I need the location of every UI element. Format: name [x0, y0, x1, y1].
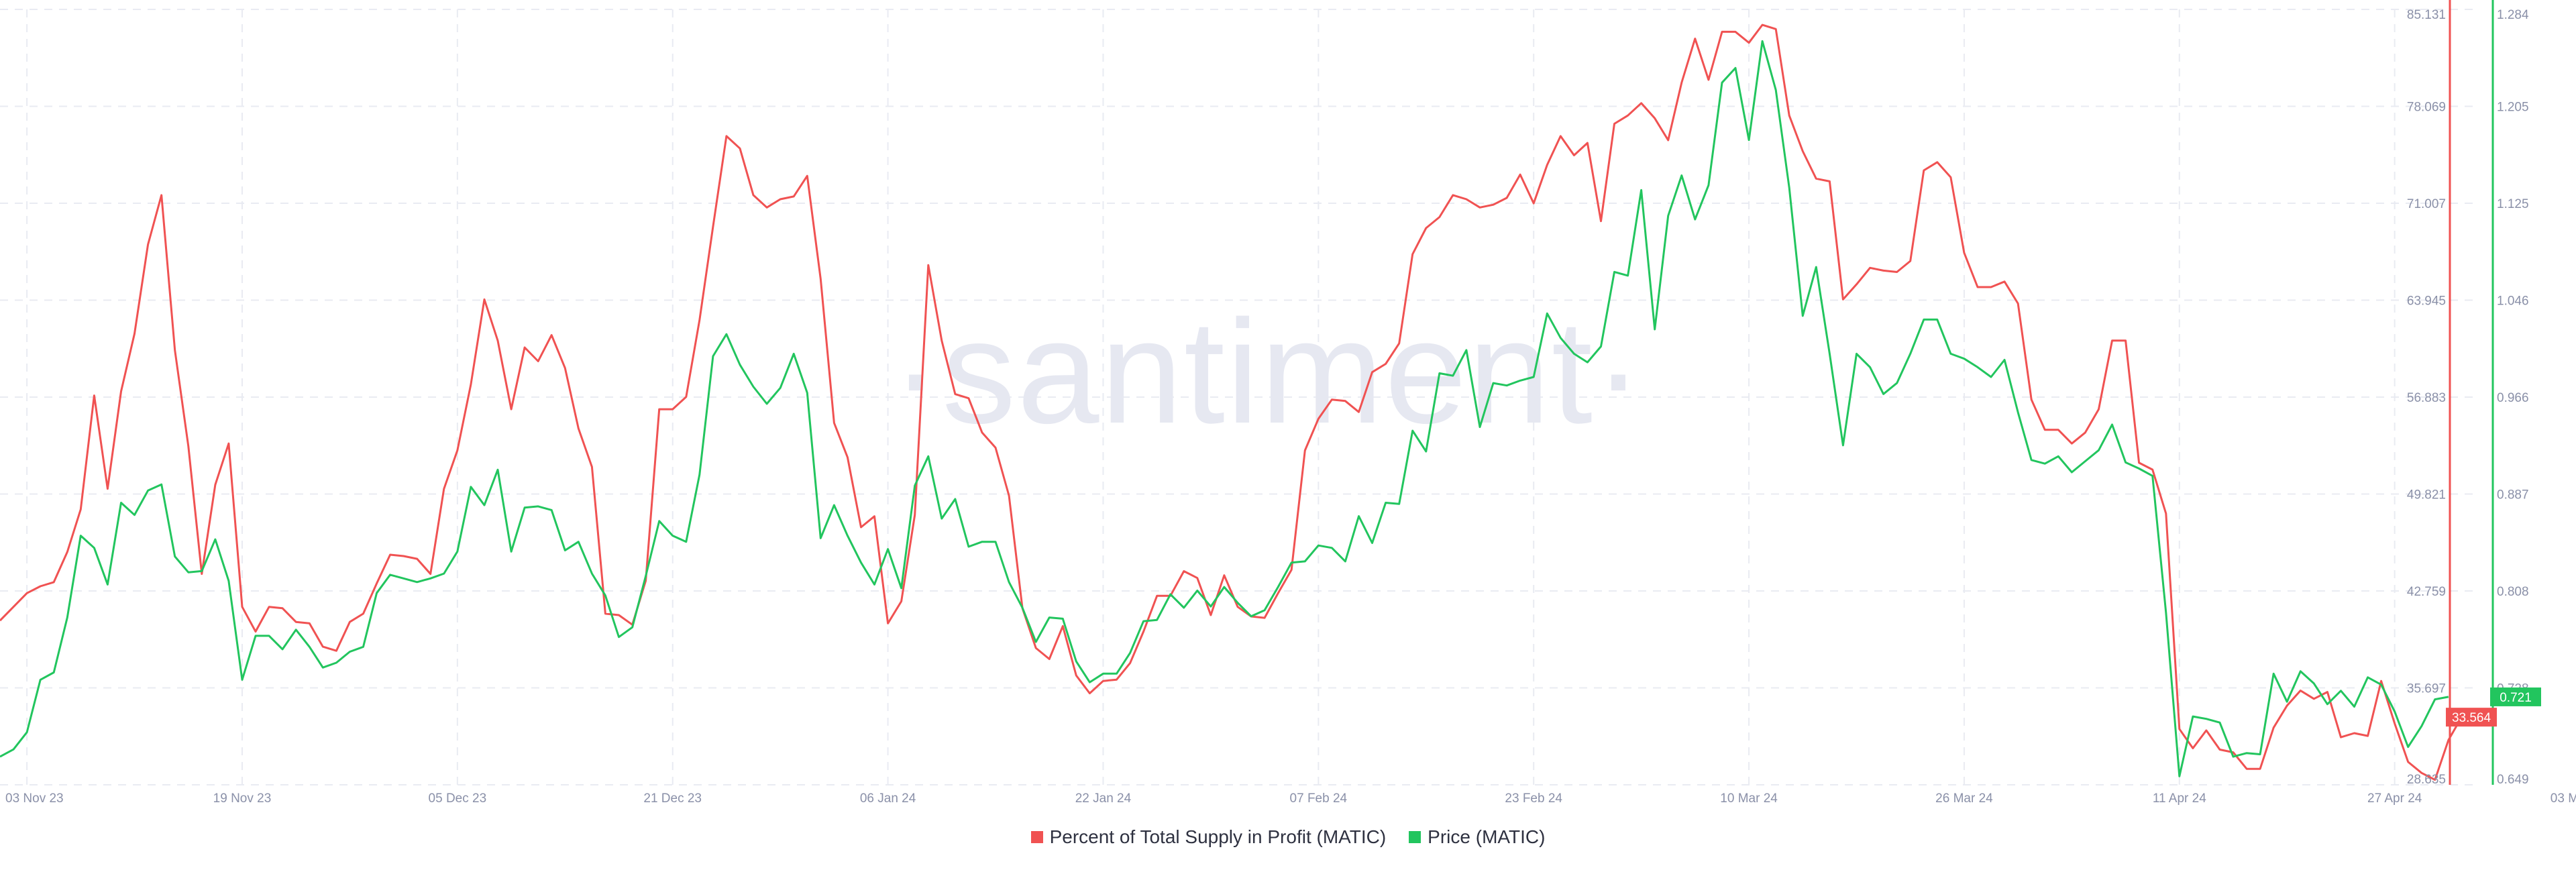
x-tick-label: 03 Nov 23 [5, 792, 64, 806]
right-tick-label: 0.887 [2497, 488, 2529, 502]
x-tick-label: 26 Mar 24 [1935, 792, 1993, 806]
watermark: ·santiment· [892, 289, 1644, 454]
legend-label-price: Price (MATIC) [1428, 826, 1546, 847]
right-tick-label: 1.125 [2497, 197, 2529, 211]
left-tick-label: 63.945 [2407, 294, 2446, 309]
series-layer [0, 23, 2463, 781]
left-axis-ticks: 85.131 78.069 71.007 63.945 56.883 49.821 42.7… [2407, 8, 2446, 787]
legend-label-profit: Percent of Total Supply in Profit (MATIC… [1049, 826, 1387, 847]
legend-item-price[interactable]: Price (MATIC) [1409, 826, 1545, 848]
x-tick-label: 22 Jan 24 [1075, 792, 1132, 806]
right-tick-label: 0.649 [2497, 773, 2529, 787]
right-axis-ticks: 1.2841.2051.1251.0460.9660.8870.8080.728… [2497, 8, 2529, 787]
x-tick-label: 06 Jan 24 [860, 792, 916, 806]
left-tick-label: 85.131 [2407, 8, 2446, 22]
series-line-profit [0, 23, 2463, 781]
left-tick-label: 35.697 [2407, 682, 2446, 696]
legend-swatch-profit [1030, 831, 1043, 843]
x-tick-label: 11 Apr 24 [2153, 792, 2206, 806]
left-tick-label: 49.821 [2407, 488, 2446, 502]
x-tick-label: 19 Nov 23 [213, 792, 272, 806]
left-tick-label: 28.635 [2407, 773, 2446, 787]
x-tick-label: 10 Mar 24 [1720, 792, 1778, 806]
x-axis-ticks: 03 Nov 23 19 Nov 23 05 Dec 23 21 Dec 23 06 J… [5, 792, 2576, 806]
x-tick-label: 27 Apr 24 [2367, 792, 2422, 806]
left-tick-label: 56.883 [2407, 391, 2446, 405]
profit-last-value-badge: 33.564 [2446, 708, 2497, 727]
x-tick-label: 05 Dec 23 [429, 792, 487, 806]
right-tick-label: 0.808 [2497, 585, 2529, 599]
x-tick-label: 07 Feb 24 [1290, 792, 1348, 806]
left-tick-label: 78.069 [2407, 101, 2446, 115]
profit-last-value: 33.564 [2452, 711, 2491, 725]
legend-swatch-price [1409, 831, 1421, 843]
grid-lines [0, 9, 2475, 785]
x-tick-label: 03 May 24 [2551, 792, 2576, 806]
chart-legend: Percent of Total Supply in Profit (MATIC… [0, 826, 2576, 848]
x-tick-label: 23 Feb 24 [1505, 792, 1562, 806]
price-last-value: 0.721 [2500, 691, 2532, 705]
price-last-value-badge: 0.721 [2490, 687, 2541, 706]
right-tick-label: 1.046 [2497, 294, 2529, 309]
legend-item-profit[interactable]: Percent of Total Supply in Profit (MATIC… [1030, 826, 1387, 848]
right-tick-label: 1.205 [2497, 101, 2529, 115]
x-tick-label: 21 Dec 23 [643, 792, 702, 806]
series-line-price [0, 40, 2449, 777]
right-tick-label: 0.966 [2497, 391, 2529, 405]
left-tick-label: 71.007 [2407, 197, 2446, 211]
right-tick-label: 1.284 [2497, 8, 2529, 22]
left-tick-label: 42.759 [2407, 585, 2446, 599]
